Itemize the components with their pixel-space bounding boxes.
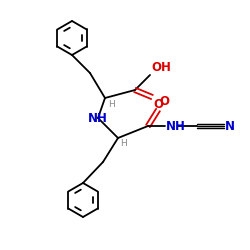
Text: H: H [108, 100, 115, 109]
Text: O: O [159, 95, 169, 108]
Text: OH: OH [151, 61, 171, 74]
Text: NH: NH [88, 112, 108, 124]
Text: N: N [225, 120, 235, 132]
Text: O: O [153, 98, 163, 111]
Text: NH: NH [166, 120, 186, 132]
Text: H: H [120, 139, 127, 148]
